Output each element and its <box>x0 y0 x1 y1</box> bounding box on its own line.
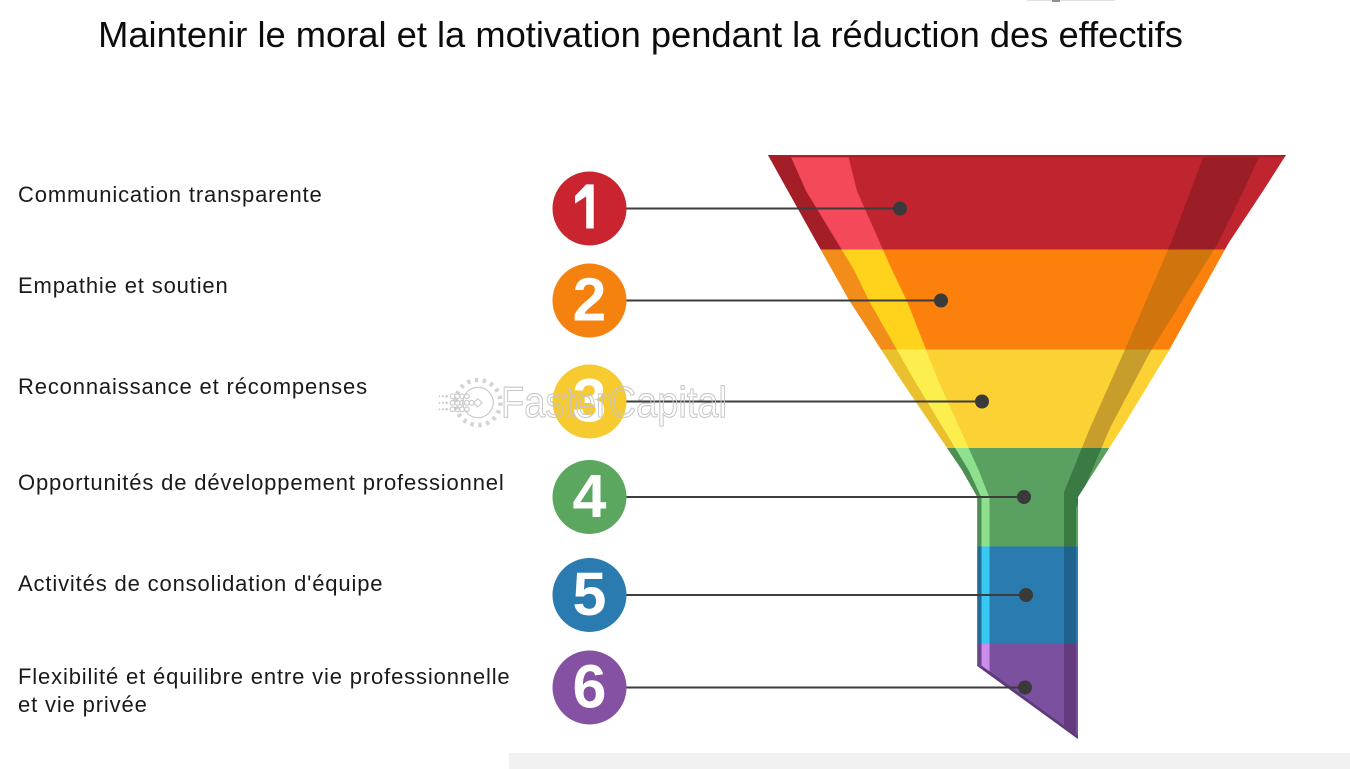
svg-text:4: 4 <box>573 462 607 530</box>
svg-text:FasterCapital: FasterCapital <box>501 378 727 427</box>
svg-text:2: 2 <box>573 266 607 334</box>
svg-text:5: 5 <box>573 560 607 628</box>
svg-text:6: 6 <box>573 653 607 721</box>
svg-text:3: 3 <box>573 367 607 435</box>
